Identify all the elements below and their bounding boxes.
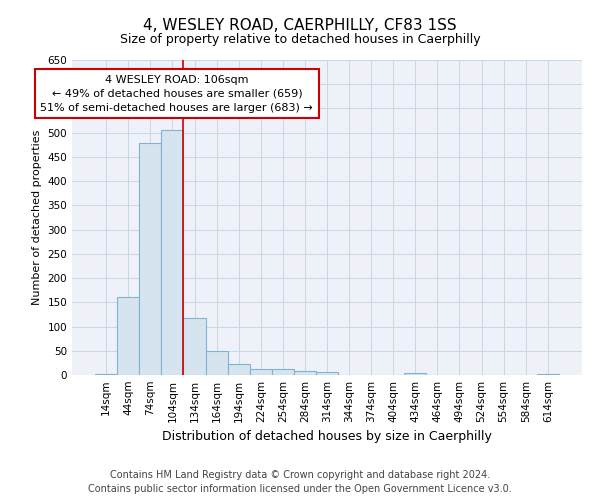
Bar (294, 370, 316, 375)
Bar (139, 144, 161, 375)
Text: Contains HM Land Registry data © Crown copyright and database right 2024.
Contai: Contains HM Land Registry data © Crown c… (88, 470, 512, 494)
Text: 4 WESLEY ROAD: 106sqm
← 49% of detached houses are smaller (659)
51% of semi-det: 4 WESLEY ROAD: 106sqm ← 49% of detached … (40, 74, 313, 112)
Text: 4, WESLEY ROAD, CAERPHILLY, CF83 1SS: 4, WESLEY ROAD, CAERPHILLY, CF83 1SS (143, 18, 457, 32)
Bar (206, 351, 227, 375)
Bar (161, 130, 184, 375)
Bar (404, 372, 427, 375)
Bar (227, 364, 250, 375)
Bar (117, 298, 139, 375)
Y-axis label: Number of detached properties: Number of detached properties (32, 130, 42, 305)
Bar (272, 369, 294, 375)
Text: Size of property relative to detached houses in Caerphilly: Size of property relative to detached ho… (119, 32, 481, 46)
Bar (537, 374, 559, 375)
X-axis label: Distribution of detached houses by size in Caerphilly: Distribution of detached houses by size … (162, 430, 492, 444)
Bar (250, 369, 272, 375)
Bar (95, 374, 117, 375)
Bar (316, 372, 338, 375)
Bar (184, 318, 206, 375)
